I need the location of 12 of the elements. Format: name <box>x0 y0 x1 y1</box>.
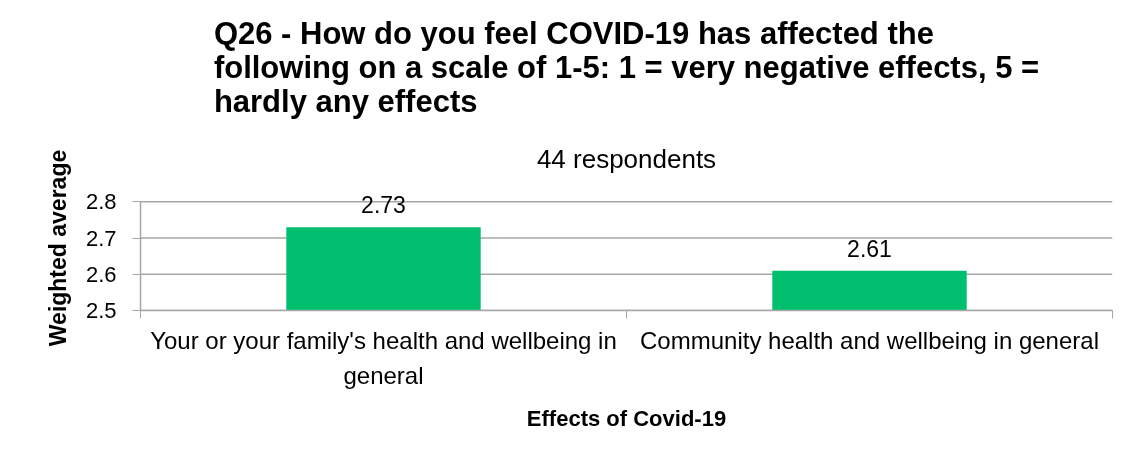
data-label: 2.61 <box>847 235 892 262</box>
x-tick-label: Community health and wellbeing in general <box>640 326 1099 354</box>
x-tick-label: Your or your family's health and wellbeing in general <box>150 326 617 389</box>
chart-title: Q26 - How do you feel COVID-19 has affected the following on a scale of 1-5: 1 = very negative effects, 5 = hardly any effects <box>213 15 1040 120</box>
y-tick-label: 2.5 <box>85 298 117 323</box>
y-tick-label: 2.6 <box>85 261 117 287</box>
x-axis-title: Effects of Covid-19 <box>526 405 727 431</box>
y-tick-label: 2.7 <box>85 225 117 251</box>
y-axis-title: Weighted average <box>44 149 71 347</box>
data-label: 2.73 <box>361 192 406 219</box>
chart-subtitle: 44 respondents <box>536 143 717 174</box>
y-tick-label: 2.8 <box>85 189 117 215</box>
